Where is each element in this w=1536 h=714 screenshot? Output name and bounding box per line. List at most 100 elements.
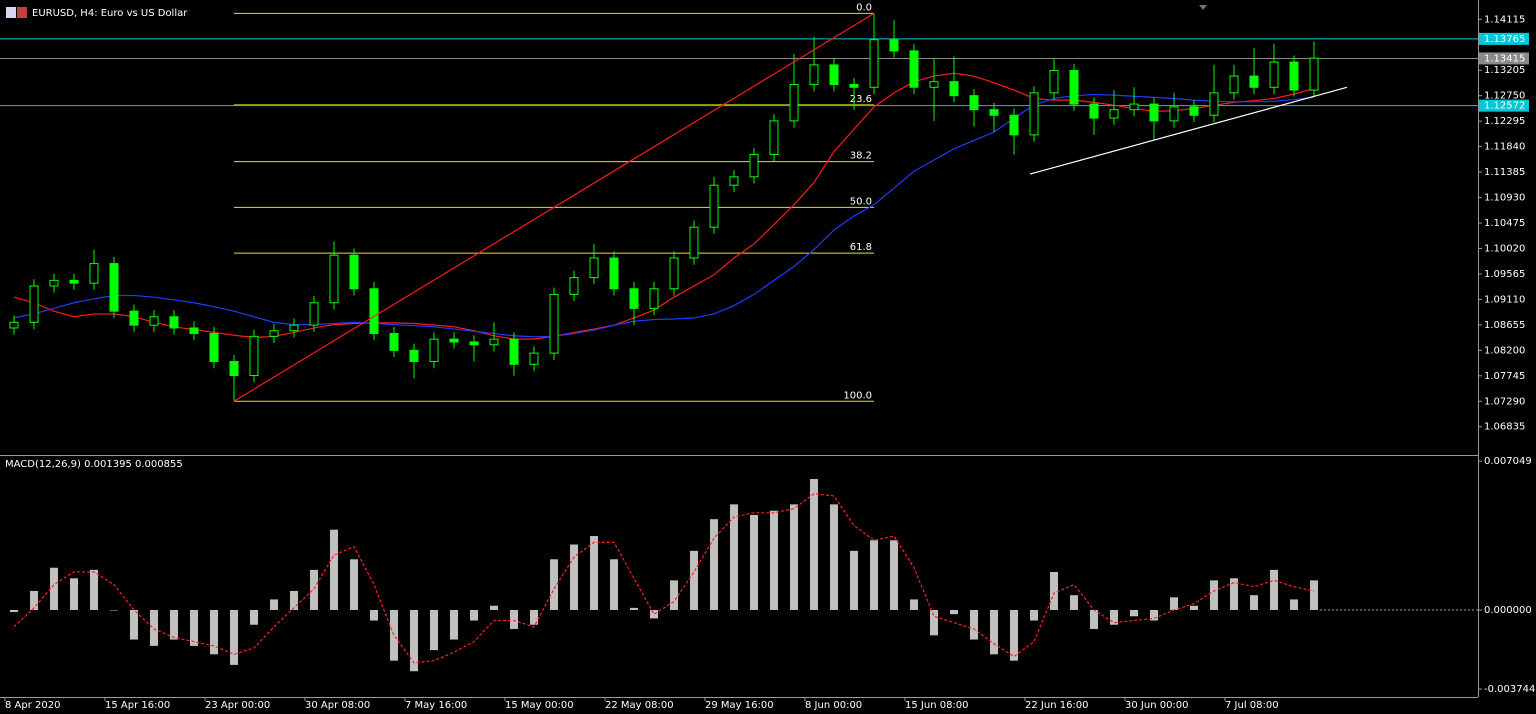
- macd-bar: [190, 609, 198, 646]
- candle-body: [649, 288, 659, 309]
- macd-bar: [1030, 609, 1038, 621]
- macd-bar: [290, 590, 298, 610]
- macd-bar: [470, 609, 478, 621]
- macd-bar: [650, 609, 658, 619]
- candle-body: [109, 263, 119, 312]
- candle-body: [1169, 106, 1179, 122]
- x-tick-label: 22 May 08:00: [605, 700, 674, 711]
- x-tick-label: 30 Apr 08:00: [305, 700, 370, 711]
- macd-bar: [1210, 580, 1218, 610]
- candle-body: [1149, 103, 1159, 122]
- y-tick-label: 1.10475: [1484, 218, 1525, 229]
- macd-bar: [110, 609, 118, 611]
- candle-body: [809, 64, 819, 85]
- candle-body: [189, 327, 199, 335]
- macd-bar: [410, 609, 418, 672]
- macd-bar: [10, 609, 18, 613]
- x-tick-label: 15 Apr 16:00: [105, 700, 170, 711]
- fib-label: 100.0: [843, 390, 872, 401]
- x-tick-label: 22 Jun 16:00: [1025, 700, 1089, 711]
- macd-bar: [1110, 609, 1118, 625]
- candle-body: [569, 277, 579, 295]
- macd-bar: [1090, 609, 1098, 629]
- macd-bar: [450, 609, 458, 640]
- macd-bar: [270, 599, 278, 610]
- y-tick-label: 1.10020: [1484, 243, 1525, 254]
- candle-body: [329, 254, 339, 304]
- candle-body: [369, 288, 379, 335]
- x-tick-label: 15 Jun 08:00: [905, 700, 969, 711]
- candle-body: [229, 361, 239, 377]
- candle-body: [9, 321, 19, 329]
- candle-body: [1289, 61, 1299, 91]
- price-label-box: [1479, 52, 1529, 65]
- macd-bar: [890, 540, 898, 610]
- macd-bar: [330, 529, 338, 610]
- x-tick-label: 7 May 16:00: [405, 700, 467, 711]
- candle-body: [1049, 69, 1059, 94]
- candle-body: [1189, 106, 1199, 116]
- macd-bar: [610, 559, 618, 610]
- candle-body: [209, 333, 219, 363]
- candle-body: [449, 338, 459, 343]
- candle-body: [509, 338, 519, 365]
- candle-body: [249, 335, 259, 377]
- macd-bar: [790, 504, 798, 610]
- price-label-box: [1479, 32, 1529, 45]
- candle-body: [669, 257, 679, 290]
- candle-body: [1089, 103, 1099, 119]
- candle-body: [349, 254, 359, 290]
- candle-body: [389, 333, 399, 351]
- macd-bar: [30, 590, 38, 610]
- macd-bar: [390, 609, 398, 661]
- candle-body: [269, 330, 279, 337]
- macd-bar: [210, 609, 218, 655]
- candle-body: [549, 293, 559, 354]
- candle-body: [1029, 92, 1039, 136]
- candle-body: [529, 352, 539, 365]
- macd-bar: [970, 609, 978, 640]
- macd-bar: [730, 504, 738, 610]
- signal-line: [13, 493, 1315, 664]
- moving-average: [13, 93, 1315, 338]
- x-tick-label: 7 Jul 08:00: [1225, 700, 1279, 711]
- x-tick-label: 8 Apr 2020: [5, 700, 60, 711]
- candle-body: [749, 153, 759, 178]
- y-tick-label: -0.003744: [1484, 684, 1535, 695]
- y-tick-label: 1.13205: [1484, 65, 1525, 76]
- candle-body: [789, 83, 799, 122]
- candle-body: [729, 176, 739, 186]
- candle-body: [1229, 75, 1239, 94]
- candle-body: [429, 338, 439, 363]
- macd-bar: [350, 559, 358, 610]
- candle-body: [629, 288, 639, 309]
- candle-body: [1309, 57, 1319, 91]
- x-tick-label: 23 Apr 00:00: [205, 700, 270, 711]
- candle-body: [1209, 92, 1219, 116]
- macd-bar: [1270, 569, 1278, 610]
- candle-body: [829, 64, 839, 85]
- x-tick-label: 29 May 16:00: [705, 700, 774, 711]
- candle-body: [409, 349, 419, 363]
- candle-body: [989, 109, 999, 116]
- macd-bar: [690, 550, 698, 610]
- candle-body: [29, 285, 39, 323]
- shift-marker: [1199, 5, 1207, 10]
- y-tick-label: 1.12750: [1484, 91, 1525, 102]
- fib-label: 0.0: [856, 2, 872, 13]
- macd-bar: [230, 609, 238, 665]
- macd-bar: [70, 578, 78, 610]
- y-tick-label: 1.10930: [1484, 193, 1525, 204]
- candle-body: [969, 95, 979, 111]
- y-tick-label: 1.09565: [1484, 269, 1525, 280]
- indicator-title: MACD(12,26,9) 0.001395 0.000855: [5, 459, 183, 470]
- y-tick-label: 0.007049: [1484, 456, 1532, 467]
- candle-body: [289, 324, 299, 332]
- macd-bar: [1190, 605, 1198, 610]
- macd-bar: [570, 544, 578, 610]
- candle-body: [1269, 61, 1279, 88]
- x-tick-label: 30 Jun 00:00: [1125, 700, 1189, 711]
- macd-bar: [990, 609, 998, 655]
- fib-label: 38.2: [850, 151, 872, 162]
